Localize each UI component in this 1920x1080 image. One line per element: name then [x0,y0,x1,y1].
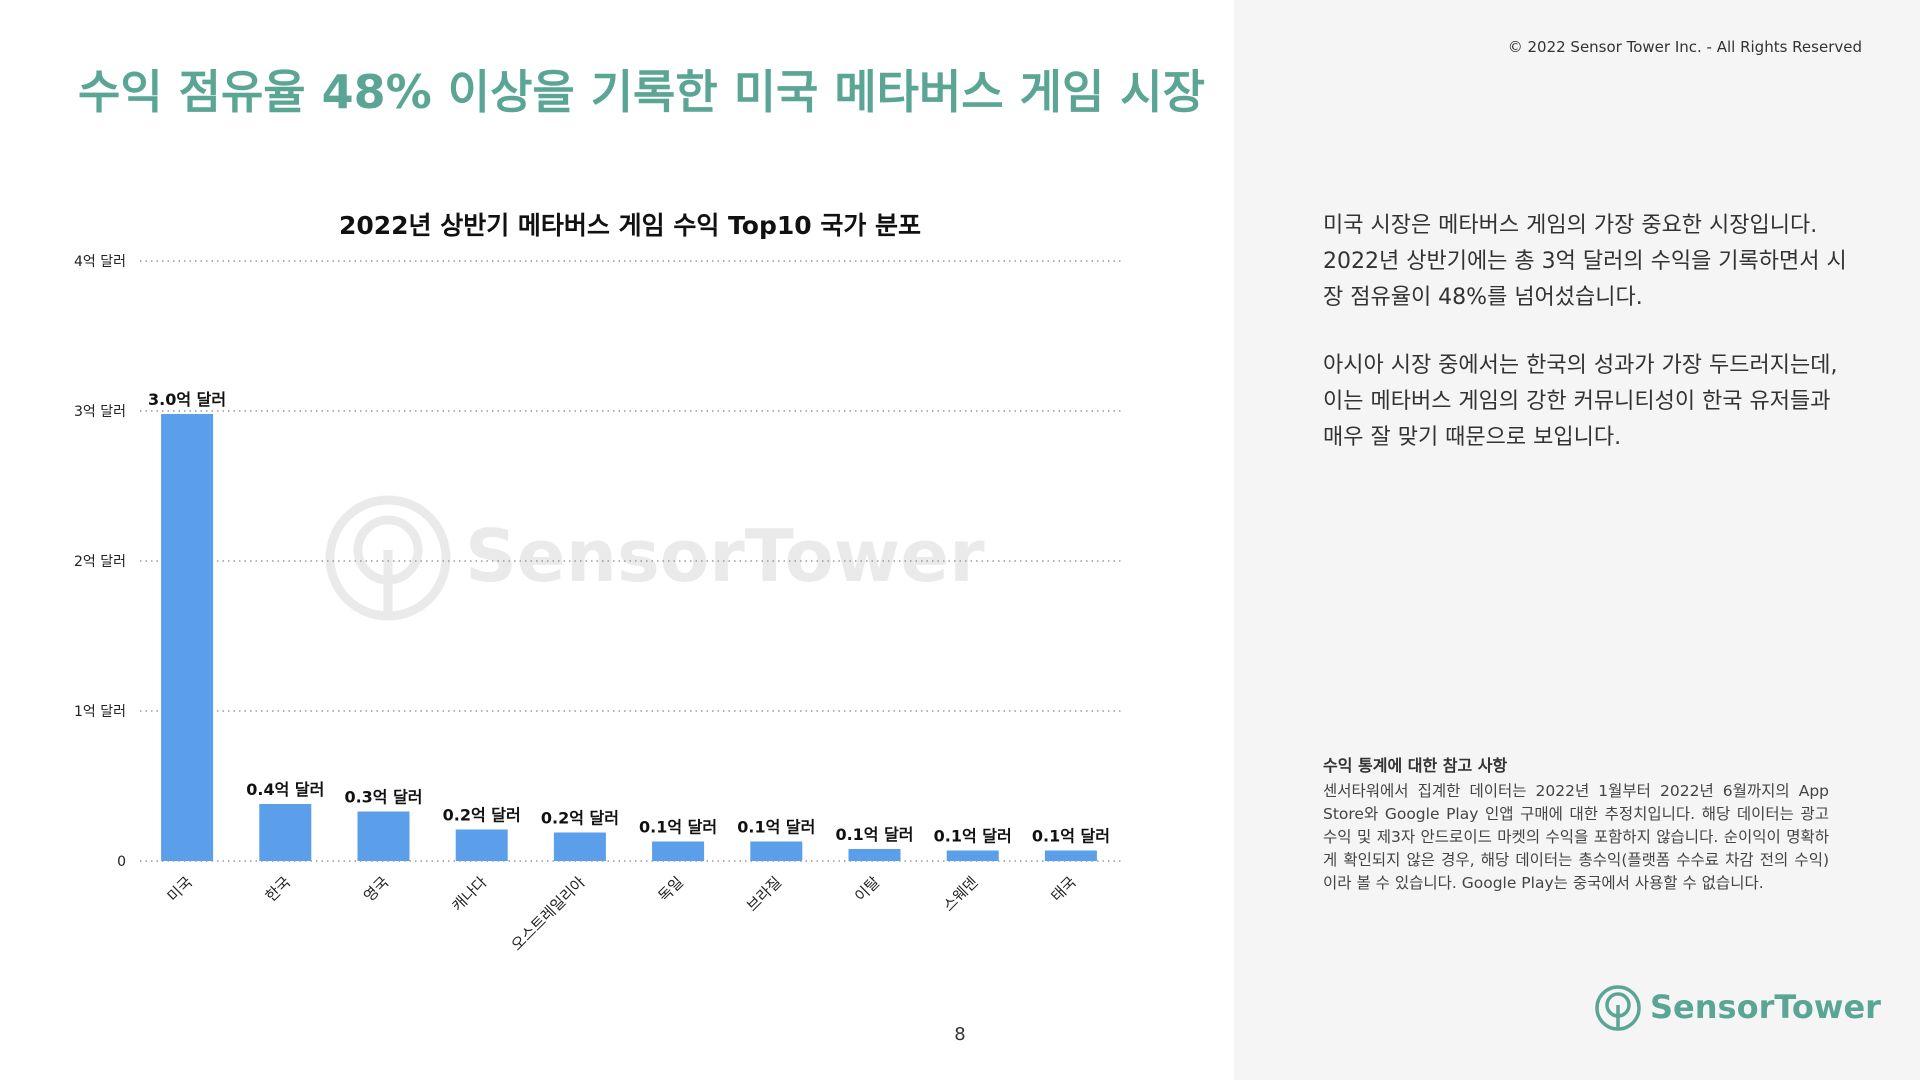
x-tick-label: 브라질 [743,873,785,915]
logo-text: SensorTower [1650,988,1881,1026]
description-paragraph-2: 아시아 시장 중에서는 한국의 성과가 가장 두드러지는데, 이는 메타버스 게… [1323,353,1838,450]
x-tick-label: 오스트레일리아 [508,873,589,954]
watermark: SensorTower [322,492,985,624]
y-tick-label: 2억 달러 [74,554,126,570]
data-label: 0.1억 달러 [639,818,717,837]
left-panel: 수익 점유율 48% 이상을 기록한 미국 메타버스 게임 시장 SensorT… [74,65,1205,1045]
data-label: 0.1억 달러 [1032,827,1110,846]
x-tick-label: 영국 [360,873,392,905]
bar [259,804,312,861]
bar [455,829,508,861]
x-tick-label: 미국 [164,873,196,905]
revenue-note: 수익 통계에 대한 참고 사항 센서타워에서 집계한 데이터는 2022년 1월… [1323,752,1829,895]
bar [750,841,803,861]
x-tick-label: 독일 [655,873,687,905]
note-body: 센서타워에서 집계한 데이터는 2022년 1월부터 2022년 6월까지의 A… [1323,782,1829,892]
sensortower-watermark-icon [325,495,451,621]
description: 미국 시장은 메타버스 게임의 가장 중요한 시장입니다. 2022년 상반기에… [1323,208,1853,488]
bar [1044,850,1097,861]
data-label: 0.4억 달러 [246,780,324,799]
page-number: 8 [954,1024,966,1045]
x-tick-label: 한국 [262,873,294,905]
data-label: 0.2억 달러 [443,806,521,825]
data-label: 0.3억 달러 [344,788,422,807]
x-tick-label: 캐나다 [449,873,491,915]
x-tick-label: 이탈 [851,873,883,905]
bar [848,849,901,861]
right-panel [1234,0,1920,1080]
description-paragraph-1: 미국 시장은 메타버스 게임의 가장 중요한 시장입니다. 2022년 상반기에… [1323,213,1847,310]
y-tick-label: 1억 달러 [74,704,126,720]
y-tick-label: 4억 달러 [74,254,126,270]
data-label: 0.1억 달러 [934,827,1012,846]
data-label: 0.1억 달러 [835,825,913,844]
x-tick-label: 스웨덴 [940,873,982,915]
data-label: 3.0억 달러 [148,390,226,409]
bar [357,811,410,861]
sensortower-logo: SensorTower [1594,982,1881,1034]
copyright-text: © 2022 Sensor Tower Inc. - All Rights Re… [1507,38,1862,56]
chart-title: 2022년 상반기 메타버스 게임 수익 Top10 국가 분포 [338,211,922,240]
data-label: 0.1억 달러 [737,818,815,837]
bar [652,841,705,861]
x-tick-label: 태국 [1047,873,1079,905]
sensortower-logo-icon [1595,985,1641,1031]
page-title: 수익 점유율 48% 이상을 기록한 미국 메타버스 게임 시장 [78,65,1205,119]
y-tick-label: 3억 달러 [74,404,126,420]
note-title: 수익 통계에 대한 참고 사항 [1323,756,1508,775]
data-label: 0.2억 달러 [541,809,619,828]
y-tick-label: 0 [117,854,126,870]
bar [946,850,999,861]
bar [161,414,214,861]
bar [553,832,606,861]
watermark-text: SensorTower [465,514,985,598]
